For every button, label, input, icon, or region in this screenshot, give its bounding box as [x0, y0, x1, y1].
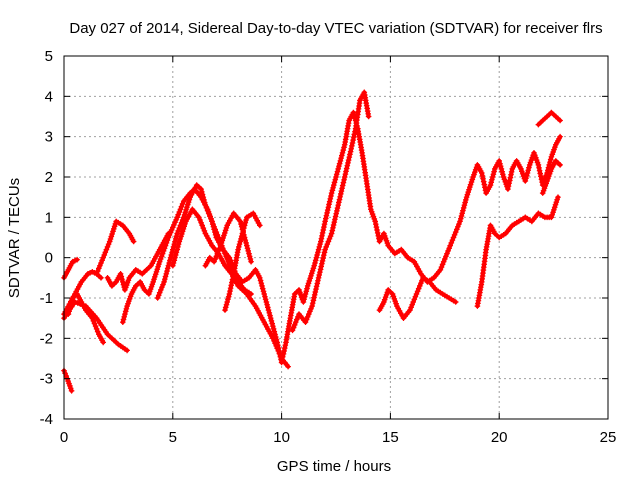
x-tick-label: 10: [273, 429, 290, 446]
series-markers: [202, 210, 254, 269]
y-tick-labels: -4 -3 -2 -1 0 1 2 3 4 5: [40, 48, 53, 428]
y-tick-label: -3: [40, 371, 53, 388]
x-tick-label: 15: [382, 429, 399, 446]
series-track: [104, 230, 172, 293]
series-track: [376, 275, 459, 321]
series-track: [222, 210, 263, 313]
y-tick-label: 4: [45, 88, 53, 105]
series-markers: [65, 291, 106, 346]
plot-data: [61, 89, 563, 394]
series-markers: [222, 210, 263, 313]
series-line: [475, 195, 561, 309]
y-tick-label: -2: [40, 330, 53, 347]
series-track: [65, 291, 106, 346]
y-tick-label: 3: [45, 129, 53, 146]
series-markers: [120, 109, 563, 366]
series-markers: [474, 194, 561, 309]
series-track: [93, 218, 137, 277]
series-track: [61, 367, 75, 394]
x-tick-labels: 0 5 10 15 20 25: [60, 429, 617, 446]
y-tick-label: 0: [45, 250, 53, 267]
series-track: [474, 194, 561, 309]
series-markers: [376, 275, 459, 321]
series-markers: [93, 218, 137, 277]
x-tick-label: 25: [600, 429, 617, 446]
y-tick-label: -1: [40, 290, 53, 307]
y-axis-label: SDTVAR / TECUs: [6, 178, 23, 298]
x-tick-label: 20: [491, 429, 508, 446]
axis-ticks: [63, 55, 609, 420]
y-tick-label: 2: [45, 169, 53, 186]
series-markers: [289, 89, 372, 334]
y-tick-label: -4: [40, 411, 53, 428]
grid: [64, 56, 608, 419]
series-markers: [104, 230, 172, 293]
plot-frame: [63, 55, 609, 420]
series-track: [535, 109, 563, 128]
x-tick-label: 5: [169, 429, 177, 446]
series-markers: [535, 109, 563, 128]
series-track: [539, 158, 563, 196]
series-markers: [539, 158, 563, 196]
series-track: [202, 210, 254, 269]
y-tick-label: 1: [45, 209, 53, 226]
x-axis-label: GPS time / hours: [277, 458, 391, 475]
chart-title: Day 027 of 2014, Sidereal Day-to-day VTE…: [69, 20, 602, 37]
series-track: [289, 89, 372, 334]
y-tick-label: 5: [45, 48, 53, 65]
x-tick-label: 0: [60, 429, 68, 446]
